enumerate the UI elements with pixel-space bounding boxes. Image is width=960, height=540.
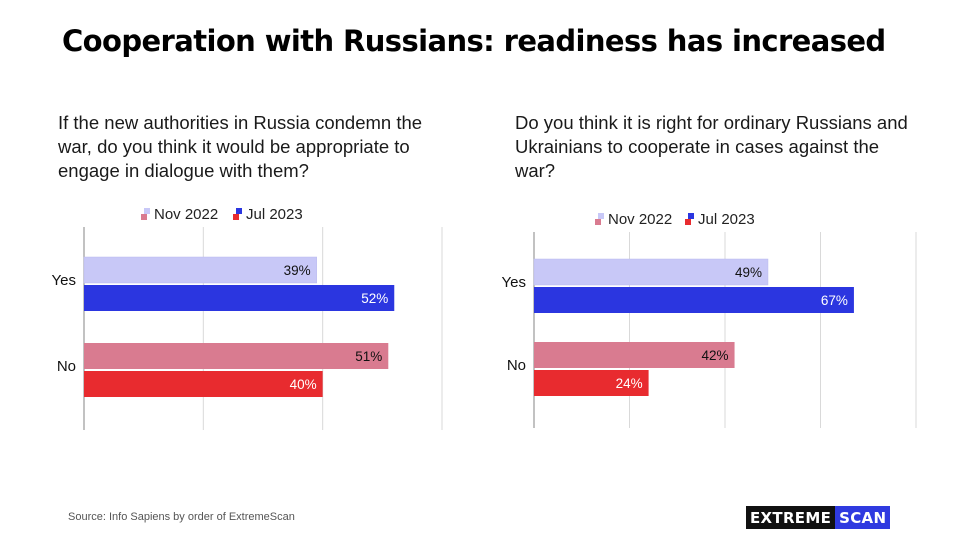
chart-1-question: If the new authorities in Russia condemn… (58, 112, 423, 181)
legend-swatch-top (236, 208, 242, 214)
logo-part-scan: SCAN (835, 506, 891, 529)
category-label: Yes (52, 272, 76, 289)
bar (83, 256, 317, 284)
bar (84, 371, 323, 397)
data-label: 51% (355, 349, 382, 364)
bar (84, 285, 395, 311)
legend-swatch-bottom (141, 214, 147, 220)
data-label: 40% (290, 377, 317, 392)
legend-label: Jul 2023 (246, 206, 303, 223)
data-label: 39% (284, 263, 311, 278)
legend-label: Nov 2022 (154, 206, 218, 223)
category-label: No (57, 358, 76, 375)
chart-2-question: Do you think it is right for ordinary Ru… (515, 112, 908, 181)
page-title: Cooperation with Russians: readiness has… (62, 24, 886, 58)
data-label: 52% (361, 291, 388, 306)
legend-swatch-top (144, 208, 150, 214)
extremescan-logo: EXTREME SCAN (746, 506, 891, 529)
source-note: Source: Info Sapiens by order of Extreme… (68, 511, 295, 523)
logo-part-extreme: EXTREME (746, 506, 836, 529)
legend-swatch-bottom (233, 214, 239, 220)
bar (84, 343, 389, 369)
